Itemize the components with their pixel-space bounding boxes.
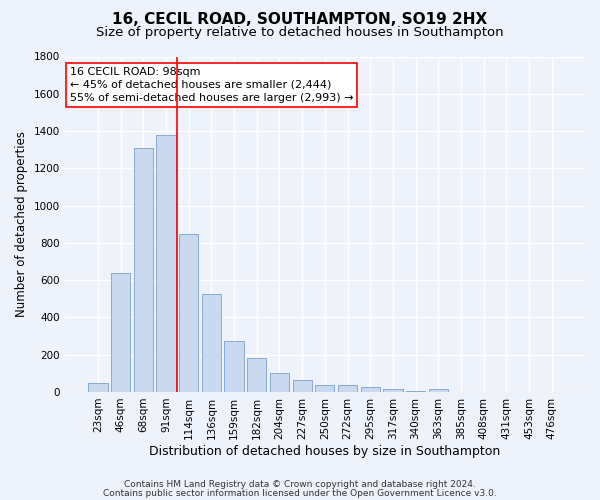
Bar <box>134 148 153 392</box>
Text: 16 CECIL ROAD: 98sqm
← 45% of detached houses are smaller (2,444)
55% of semi-de: 16 CECIL ROAD: 98sqm ← 45% of detached h… <box>70 66 353 103</box>
Bar <box>383 388 403 392</box>
Bar <box>361 386 380 392</box>
Text: 16, CECIL ROAD, SOUTHAMPTON, SO19 2HX: 16, CECIL ROAD, SOUTHAMPTON, SO19 2HX <box>112 12 488 28</box>
X-axis label: Distribution of detached houses by size in Southampton: Distribution of detached houses by size … <box>149 444 500 458</box>
Bar <box>270 373 289 392</box>
Bar <box>111 272 130 392</box>
Bar <box>88 382 107 392</box>
Text: Contains public sector information licensed under the Open Government Licence v3: Contains public sector information licen… <box>103 488 497 498</box>
Text: Contains HM Land Registry data © Crown copyright and database right 2024.: Contains HM Land Registry data © Crown c… <box>124 480 476 489</box>
Text: Size of property relative to detached houses in Southampton: Size of property relative to detached ho… <box>96 26 504 39</box>
Bar <box>247 358 266 392</box>
Bar <box>224 340 244 392</box>
Bar <box>202 294 221 392</box>
Bar <box>293 380 312 392</box>
Bar <box>179 234 199 392</box>
Bar <box>157 135 176 392</box>
Bar <box>315 385 334 392</box>
Y-axis label: Number of detached properties: Number of detached properties <box>15 131 28 317</box>
Bar <box>406 391 425 392</box>
Bar <box>428 389 448 392</box>
Bar <box>338 386 357 392</box>
